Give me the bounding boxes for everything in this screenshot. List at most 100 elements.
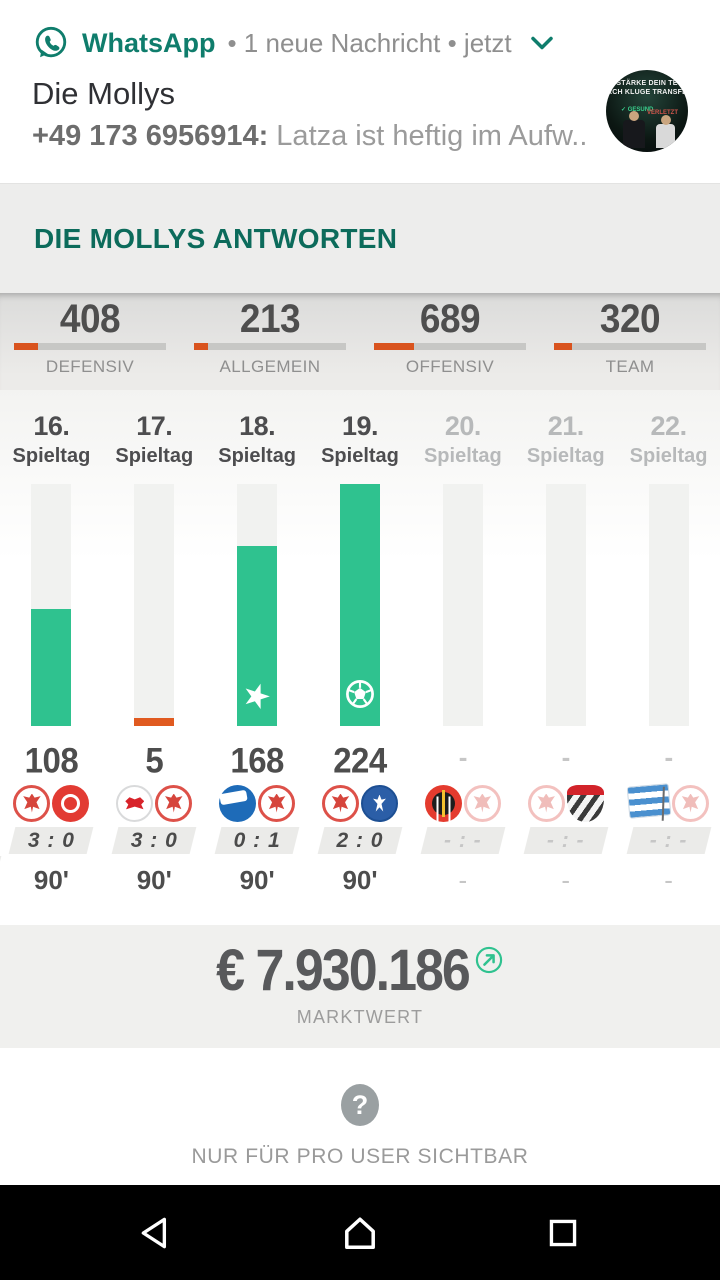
stat-value: 320: [599, 296, 661, 341]
back-button[interactable]: [136, 1212, 178, 1254]
minutes-played: -: [561, 865, 571, 895]
stat-value: 408: [59, 296, 121, 341]
category-tab-defensiv[interactable]: 408 DEFENSIV: [0, 293, 180, 390]
stat-progress-bar: [554, 342, 706, 350]
matchday-column-21[interactable]: 21. Spieltag - - : - -: [514, 390, 617, 925]
star-glyph: ★: [237, 673, 277, 718]
matchday-number: 17.: [136, 411, 173, 441]
android-navbar: [0, 1185, 720, 1280]
matchday-number: 18.: [239, 411, 276, 441]
matchday-label: Spieltag: [423, 445, 502, 467]
market-value-section: € 7.930.186 MARKTWERT: [0, 925, 720, 1048]
matchday-column-19[interactable]: 19. Spieltag 224 2 : 0 90': [309, 390, 412, 925]
eintracht-logo: [672, 784, 710, 822]
matchday-number: 22.: [650, 411, 688, 441]
pro-hint-label: NUR FÜR PRO USER SICHTBAR: [191, 1145, 529, 1168]
category-tab-team[interactable]: 320 TEAM: [540, 293, 720, 390]
trend-up-arrow-icon[interactable]: [474, 945, 504, 975]
stat-progress-bar: [194, 342, 346, 350]
score-badge: 0 : 1: [218, 827, 296, 854]
recents-button[interactable]: [542, 1212, 584, 1254]
score-badge: 3 : 0: [115, 827, 193, 854]
match-pairing: [219, 782, 296, 824]
matchday-points: -: [458, 742, 468, 772]
points-bar-fill: [237, 545, 278, 726]
score-text: 2 : 0: [336, 828, 384, 852]
whatsapp-icon: [32, 24, 70, 62]
matchday-points: -: [561, 742, 571, 772]
matchday-number: 19.: [341, 411, 379, 441]
chevron-down-icon[interactable]: [530, 36, 554, 51]
category-tab-offensiv[interactable]: 689 OFFENSIV: [360, 293, 540, 390]
schalke-logo: [219, 784, 257, 822]
matchday-column-18[interactable]: 18. Spieltag ★ 168 0 : 1 90': [206, 390, 309, 925]
matchday-grid: 16. Spieltag 108 3 : 0 90' 17. Spieltag 5 3 : 0 9…: [0, 390, 720, 925]
points-bar-track: ★: [237, 484, 278, 726]
section-header: DIE MOLLYS ANTWORTEN: [0, 183, 720, 293]
leverkusen-logo: [424, 784, 462, 822]
mainz-logo: [52, 784, 90, 822]
matchday-number: 20.: [444, 411, 482, 441]
pro-hint-section: ? NUR FÜR PRO USER SICHTBAR: [0, 1048, 720, 1185]
notification-header: WhatsApp • 1 neue Nachricht • jetzt: [32, 24, 688, 62]
match-pairing: [321, 782, 398, 824]
matchday-points: 224: [333, 740, 387, 781]
stat-progress-fill: [194, 342, 208, 350]
points-bar-track: [31, 484, 72, 726]
minutes-played: 90': [33, 865, 69, 895]
leipzig-logo: [116, 784, 154, 822]
matchday-chart: 16. Spieltag 108 3 : 0 90' 17. Spieltag 5 3 : 0 9…: [0, 390, 720, 925]
darmstadt-logo: [360, 784, 398, 822]
section-title: DIE MOLLYS ANTWORTEN: [34, 222, 398, 254]
score-badge: - : -: [424, 827, 502, 854]
score-text: 0 : 1: [233, 828, 281, 852]
matchday-column-22[interactable]: 22. Spieltag - - : - -: [617, 390, 720, 925]
score-text: - : -: [649, 828, 688, 852]
stat-progress-fill: [554, 342, 573, 350]
points-bar-track: [545, 484, 586, 726]
minutes-played: 90': [342, 865, 378, 895]
stat-progress-bar: [14, 342, 166, 350]
matchday-label: Spieltag: [321, 445, 399, 467]
eintracht-logo: [155, 784, 193, 822]
score-text: - : -: [444, 828, 482, 852]
matchday-column-17[interactable]: 17. Spieltag 5 3 : 0 90': [103, 390, 206, 925]
points-bar-fill: [134, 718, 175, 726]
whatsapp-notification[interactable]: WhatsApp • 1 neue Nachricht • jetzt Die …: [0, 0, 720, 183]
star-icon: ★: [237, 673, 277, 717]
points-bar-track: [134, 484, 175, 726]
stat-label: ALLGEMEIN: [219, 356, 321, 376]
matchday-points: -: [664, 742, 673, 772]
avatar-player-right: [656, 115, 675, 148]
avatar-player-left: [623, 111, 645, 148]
notification-title: Die Mollys: [32, 76, 175, 111]
ingolstadt-logo: [566, 784, 604, 822]
home-button[interactable]: [338, 1211, 382, 1255]
eintracht-logo: [13, 784, 51, 822]
score-badge: 3 : 0: [12, 827, 90, 854]
question-mark-icon[interactable]: ?: [341, 1084, 379, 1126]
matchday-label: Spieltag: [115, 445, 194, 467]
points-bar-track: [648, 484, 689, 726]
eintracht-logo: [463, 784, 501, 822]
matchday-label: Spieltag: [218, 445, 297, 467]
matchday-number: 21.: [547, 411, 585, 441]
notification-meta: • 1 neue Nachricht • jetzt: [227, 27, 512, 58]
previous-matchday-partial: [0, 807, 10, 883]
score-badge: 2 : 0: [321, 827, 399, 854]
match-pairing: [116, 782, 193, 824]
match-pairing: [424, 782, 501, 824]
category-stats-band: 408 DEFENSIV 213 ALLGEMEIN 689 OFFENSIV 320 TEA…: [0, 293, 720, 390]
category-tab-allgemein[interactable]: 213 ALLGEMEIN: [180, 293, 360, 390]
match-pairing: [626, 782, 710, 824]
points-bar-track: [339, 484, 380, 726]
group-avatar: STÄRKE DEIN TE RCH KLUGE TRANSFE ✓ GESUN…: [606, 70, 688, 152]
match-pairing: [13, 782, 90, 824]
stat-label: OFFENSIV: [405, 356, 495, 376]
stat-value: 213: [239, 296, 301, 341]
matchday-column-16[interactable]: 16. Spieltag 108 3 : 0 90': [0, 390, 103, 925]
score-badge: - : -: [630, 827, 708, 854]
eintracht-logo: [321, 784, 359, 822]
matchday-column-20[interactable]: 20. Spieltag - - : - -: [411, 390, 514, 925]
notification-app-name: WhatsApp: [82, 27, 216, 58]
